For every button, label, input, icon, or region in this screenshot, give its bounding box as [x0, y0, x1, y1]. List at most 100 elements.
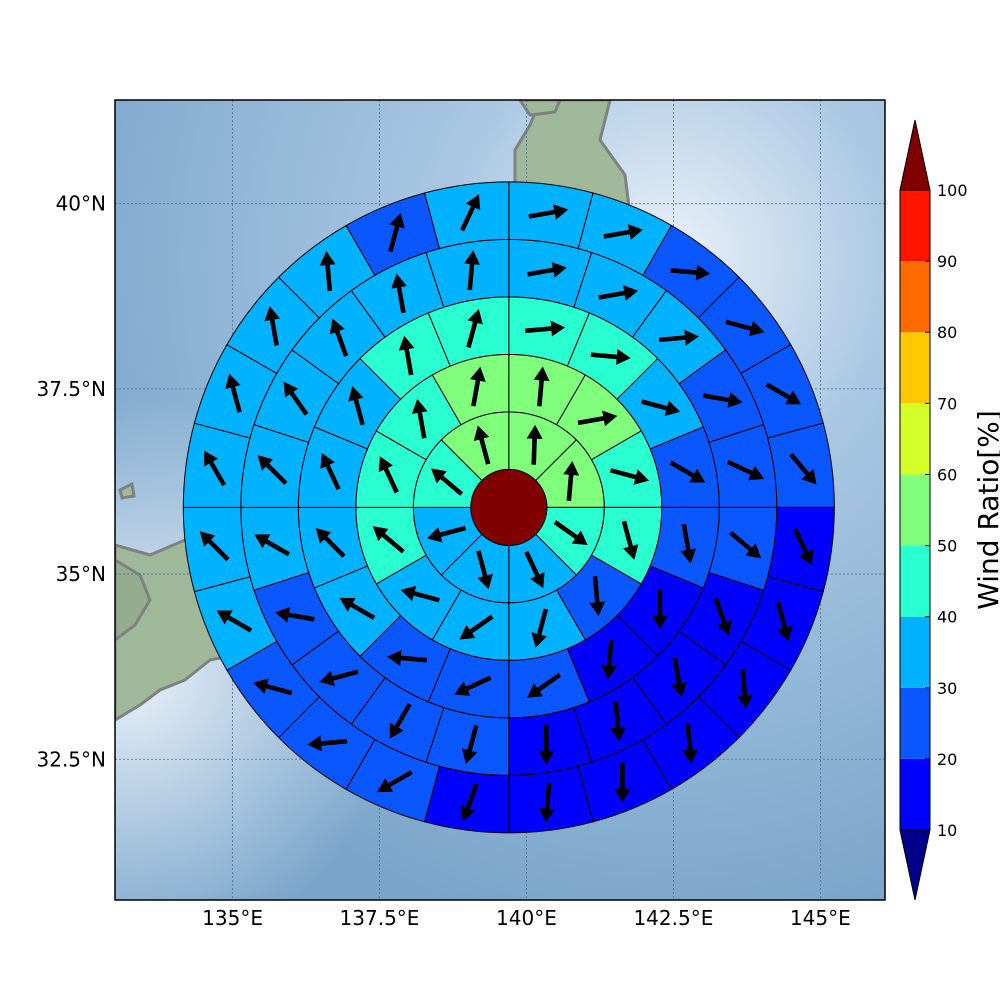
wind-arrow — [391, 273, 407, 314]
wind-arrow — [389, 702, 412, 739]
wind-arrow-shape — [391, 273, 407, 314]
wind-arrow — [527, 672, 562, 698]
wind-arrow — [339, 597, 376, 620]
wind-arrow — [651, 589, 668, 630]
wind-arrow — [725, 319, 765, 337]
wind-arrow-shape — [640, 399, 681, 416]
wind-arrow-shape — [680, 523, 697, 564]
wind-arrow — [669, 460, 706, 483]
wind-arrow — [199, 531, 230, 562]
colorbar-bin — [900, 474, 930, 546]
wind-arrow — [454, 675, 492, 696]
wind-arrow-shape — [533, 366, 550, 407]
wind-arrow-shape — [603, 224, 644, 240]
wind-arrow — [526, 424, 543, 465]
wind-arrow — [658, 329, 699, 346]
wind-arrow — [609, 468, 650, 485]
wind-arrow — [538, 782, 555, 823]
wind-arrow-shape — [315, 528, 346, 558]
wind-arrow — [257, 455, 288, 486]
wind-arrow — [736, 668, 753, 709]
wind-arrow — [553, 520, 588, 545]
wind-arrow — [254, 534, 291, 557]
colorbar-bin — [900, 758, 930, 830]
colorbar-tick-label: 60 — [937, 465, 957, 484]
wind-arrow — [538, 724, 555, 765]
wind-arrow — [589, 576, 606, 617]
wind-arrow — [319, 251, 336, 292]
wind-arrow-shape — [609, 468, 650, 485]
wind-arrow-shape — [702, 392, 743, 408]
wind-arrow — [253, 678, 293, 696]
wind-arrow — [621, 520, 639, 560]
wind-arrow-shape — [386, 649, 427, 666]
wind-arrow — [372, 526, 405, 554]
wind-arrow-shape — [431, 468, 464, 496]
colorbar-over-triangle — [899, 119, 931, 191]
wind-arrow — [601, 639, 618, 680]
colorbar-tick-label: 80 — [937, 323, 957, 342]
wind-arrow — [469, 366, 486, 407]
wind-arrow-shape — [426, 525, 467, 543]
wind-arrow — [348, 386, 365, 426]
colorbar-bin — [900, 332, 930, 404]
wind-arrow — [531, 608, 549, 648]
latitude-tick-labels: 40°N 37.5°N 35°N 32.5°N — [37, 192, 107, 772]
wind-arrow-shape — [348, 386, 365, 426]
wind-arrow-shape — [524, 550, 545, 589]
y-tick-label: 37.5°N — [37, 377, 107, 401]
wind-arrow — [274, 606, 315, 623]
wind-arrow-shape — [726, 459, 765, 481]
wind-arrow-shape — [526, 424, 543, 465]
wind-arrow — [459, 614, 494, 640]
wind-arrow-shape — [400, 585, 440, 603]
wind-arrow — [464, 250, 480, 291]
wind-arrow-shape — [577, 410, 618, 427]
wind-arrow-shape — [658, 329, 699, 346]
wind-arrow — [204, 450, 227, 487]
wind-arrow — [466, 308, 483, 349]
wind-arrow — [640, 399, 681, 416]
colorbar-bin — [900, 403, 930, 475]
wind-arrows — [199, 194, 817, 823]
wind-arrow — [400, 585, 440, 603]
wind-arrow — [225, 373, 242, 413]
wind-arrow-shape — [319, 669, 359, 687]
longitude-tick-labels: 135°E 137.5°E 140°E 142.5°E 145°E — [202, 906, 851, 930]
wind-arrow — [713, 597, 732, 636]
wind-arrow-shape — [466, 308, 483, 349]
x-tick-label: 140°E — [496, 906, 557, 930]
y-tick-label: 40°N — [56, 192, 106, 216]
wind-arrow — [307, 735, 348, 752]
wind-arrow-shape — [411, 398, 428, 439]
wind-arrow — [528, 204, 569, 220]
wind-arrow — [563, 460, 580, 501]
wind-arrow-shape — [216, 610, 253, 633]
wind-arrow-shape — [589, 576, 606, 617]
wind-arrow-shape — [469, 366, 486, 407]
wind-arrow-shape — [538, 724, 555, 765]
wind-arrow-shape — [339, 597, 376, 620]
wind-arrow — [614, 762, 631, 803]
wind-arrow — [726, 459, 765, 481]
wind-arrow-shape — [459, 194, 481, 232]
wind-arrow-shape — [283, 381, 309, 416]
ring-sector — [508, 765, 594, 834]
x-tick-label: 137.5°E — [340, 906, 420, 930]
wind-arrow-shape — [671, 657, 688, 698]
wind-arrow-shape — [460, 782, 479, 822]
wind-arrow-shape — [729, 530, 762, 559]
wind-arrow-shape — [257, 455, 288, 486]
wind-arrow-shape — [538, 782, 555, 823]
x-tick-label: 135°E — [202, 906, 263, 930]
colorbar: 10 20 30 40 50 60 70 80 90 100 Wind Ratio[%] — [899, 119, 1000, 901]
wind-arrow-shape — [765, 382, 802, 405]
wind-arrow-shape — [254, 534, 291, 557]
wind-arrow-shape — [527, 672, 562, 698]
wind-arrow — [283, 381, 309, 416]
wind-arrow-shape — [531, 608, 549, 648]
wind-arrow-shape — [563, 460, 580, 501]
wind-arrow — [577, 410, 618, 427]
colorbar-under-triangle — [899, 829, 931, 901]
